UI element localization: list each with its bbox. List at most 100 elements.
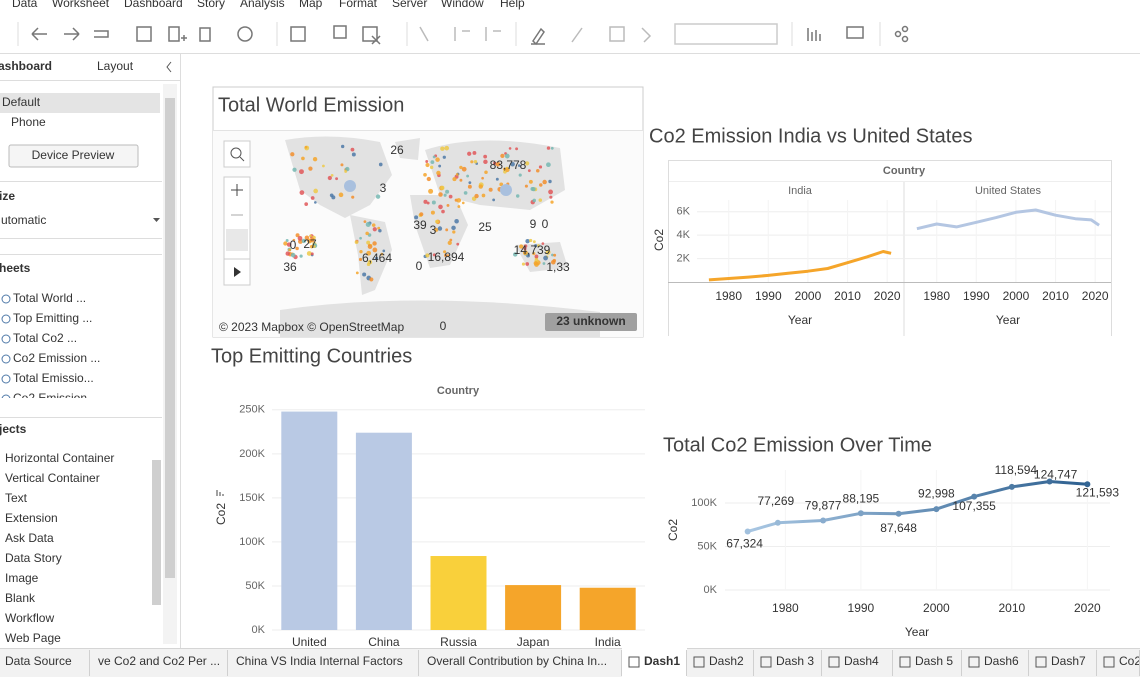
map-search[interactable] bbox=[223, 140, 251, 168]
clear-icon[interactable] bbox=[362, 26, 381, 45]
sheet-tab[interactable]: Dash 3 bbox=[776, 654, 814, 668]
map-dot bbox=[459, 165, 463, 170]
sheet-tab[interactable]: Overall Contribution by China In... bbox=[427, 654, 607, 668]
sheet-tab[interactable]: Dash2 bbox=[709, 654, 744, 668]
undo-icon[interactable] bbox=[31, 27, 47, 41]
bar[interactable] bbox=[355, 432, 412, 630]
active-tab[interactable] bbox=[622, 648, 687, 677]
share-icon[interactable] bbox=[894, 30, 902, 38]
sheet-tab[interactable]: Dash1 bbox=[644, 654, 680, 668]
x-tick-label: 2020 bbox=[874, 289, 901, 303]
text-icon[interactable] bbox=[609, 26, 625, 42]
save-icon[interactable] bbox=[136, 26, 152, 42]
sheet-tab[interactable]: Dash7 bbox=[1051, 654, 1086, 668]
point[interactable] bbox=[744, 528, 751, 535]
menu-item[interactable]: Story bbox=[197, 0, 225, 10]
point[interactable] bbox=[857, 510, 864, 517]
point[interactable] bbox=[895, 510, 902, 517]
new-datasource-icon[interactable] bbox=[168, 26, 187, 42]
menu-item[interactable]: Format bbox=[339, 0, 378, 10]
bar[interactable] bbox=[430, 556, 487, 630]
menu-item[interactable]: Analysis bbox=[240, 0, 285, 10]
object-item[interactable]: Data Story bbox=[5, 551, 62, 565]
bar[interactable] bbox=[281, 411, 338, 630]
sheet-item[interactable]: Top Emitting ... bbox=[13, 311, 92, 325]
menu-item[interactable]: Server bbox=[392, 0, 427, 10]
fit-dropdown[interactable] bbox=[674, 23, 778, 45]
show-me-icon[interactable] bbox=[807, 28, 821, 41]
sheet-item[interactable]: Total World ... bbox=[13, 291, 86, 305]
facet-label: Country bbox=[883, 165, 926, 177]
sheet-tab[interactable]: ve Co2 and Co2 Per ... bbox=[98, 654, 220, 668]
x-tick-label: Russia bbox=[440, 635, 477, 649]
attach-icon[interactable] bbox=[571, 27, 583, 43]
map-label: 0 bbox=[416, 259, 423, 273]
menu-item[interactable]: Help bbox=[500, 0, 525, 10]
sort-icons[interactable] bbox=[419, 26, 501, 42]
point[interactable] bbox=[1008, 483, 1015, 490]
object-item[interactable]: Workflow bbox=[5, 611, 54, 625]
menu-item[interactable]: Dashboard bbox=[124, 0, 183, 10]
sidebar-tab[interactable]: ashboard bbox=[0, 59, 52, 73]
object-item[interactable]: Horizontal Container bbox=[5, 451, 114, 465]
scrollbar-thumb[interactable] bbox=[152, 460, 161, 605]
datasource-icon[interactable] bbox=[199, 27, 211, 42]
sheet-tab[interactable]: Dash4 bbox=[844, 654, 879, 668]
point[interactable] bbox=[933, 506, 940, 513]
object-item[interactable]: Extension bbox=[5, 511, 58, 525]
menu-item[interactable]: Worksheet bbox=[52, 0, 110, 10]
object-item[interactable]: Image bbox=[5, 571, 39, 585]
point[interactable] bbox=[774, 519, 781, 526]
device-item[interactable]: Phone bbox=[11, 115, 46, 129]
point[interactable] bbox=[971, 493, 978, 500]
redo-icon[interactable] bbox=[64, 27, 80, 41]
point[interactable] bbox=[820, 517, 827, 524]
sheet-tab[interactable]: Dash 5 bbox=[915, 654, 953, 668]
sheet-tab[interactable]: China VS India Internal Factors bbox=[236, 654, 403, 668]
zoom-in[interactable] bbox=[231, 184, 243, 196]
refresh-icon[interactable] bbox=[237, 26, 253, 42]
device-item[interactable]: Default bbox=[2, 95, 41, 109]
duplicate-icon[interactable] bbox=[333, 25, 347, 39]
size-value[interactable]: utomatic bbox=[1, 213, 46, 227]
unknown-badge[interactable] bbox=[545, 313, 637, 331]
pin-button[interactable] bbox=[226, 229, 248, 251]
data-label: 67,324 bbox=[726, 537, 763, 551]
point[interactable] bbox=[1046, 478, 1053, 485]
sheet-item[interactable]: Co2 Emission ... bbox=[13, 351, 100, 365]
object-item[interactable]: Ask Data bbox=[5, 531, 54, 545]
device-preview-button[interactable] bbox=[8, 144, 139, 168]
map-dot bbox=[515, 147, 519, 151]
object-item[interactable]: Blank bbox=[5, 591, 36, 605]
menu-item[interactable]: Data bbox=[12, 0, 38, 10]
sheet-tab[interactable]: Co2 bbox=[1119, 654, 1140, 668]
object-item[interactable]: Vertical Container bbox=[5, 471, 100, 485]
sheet-tab[interactable]: Dash6 bbox=[984, 654, 1019, 668]
new-sheet-icon[interactable] bbox=[290, 26, 306, 42]
presentation-icon[interactable] bbox=[846, 26, 864, 39]
device-preview-label[interactable]: Device Preview bbox=[32, 148, 115, 162]
sheet-tab[interactable]: Data Source bbox=[5, 654, 72, 668]
scrollbar-thumb[interactable] bbox=[165, 98, 175, 578]
land bbox=[280, 136, 600, 337]
menu-item[interactable]: Window bbox=[441, 0, 484, 10]
dropdown-arrow[interactable] bbox=[153, 218, 160, 222]
object-item[interactable]: Text bbox=[5, 491, 28, 505]
unknown-label[interactable]: 23 unknown bbox=[556, 314, 625, 328]
menu-item[interactable]: Map bbox=[299, 0, 323, 10]
map-dot bbox=[438, 164, 442, 168]
pin-icon[interactable] bbox=[641, 27, 652, 43]
map-dot bbox=[440, 146, 445, 151]
bar[interactable] bbox=[505, 585, 562, 630]
sheet-item[interactable]: Total Co2 ... bbox=[13, 331, 77, 345]
bar[interactable] bbox=[579, 587, 636, 630]
map-dot bbox=[372, 227, 377, 232]
sidebar-tab[interactable]: Layout bbox=[97, 59, 134, 73]
highlight-icon[interactable] bbox=[531, 27, 545, 46]
collapse-icon[interactable] bbox=[166, 61, 172, 73]
object-item[interactable]: Web Page bbox=[5, 631, 61, 645]
sort-icon[interactable] bbox=[216, 490, 224, 496]
sheet-item[interactable]: Total Emissio... bbox=[13, 371, 94, 385]
point[interactable] bbox=[1084, 481, 1091, 488]
replay-icon[interactable] bbox=[94, 30, 109, 38]
